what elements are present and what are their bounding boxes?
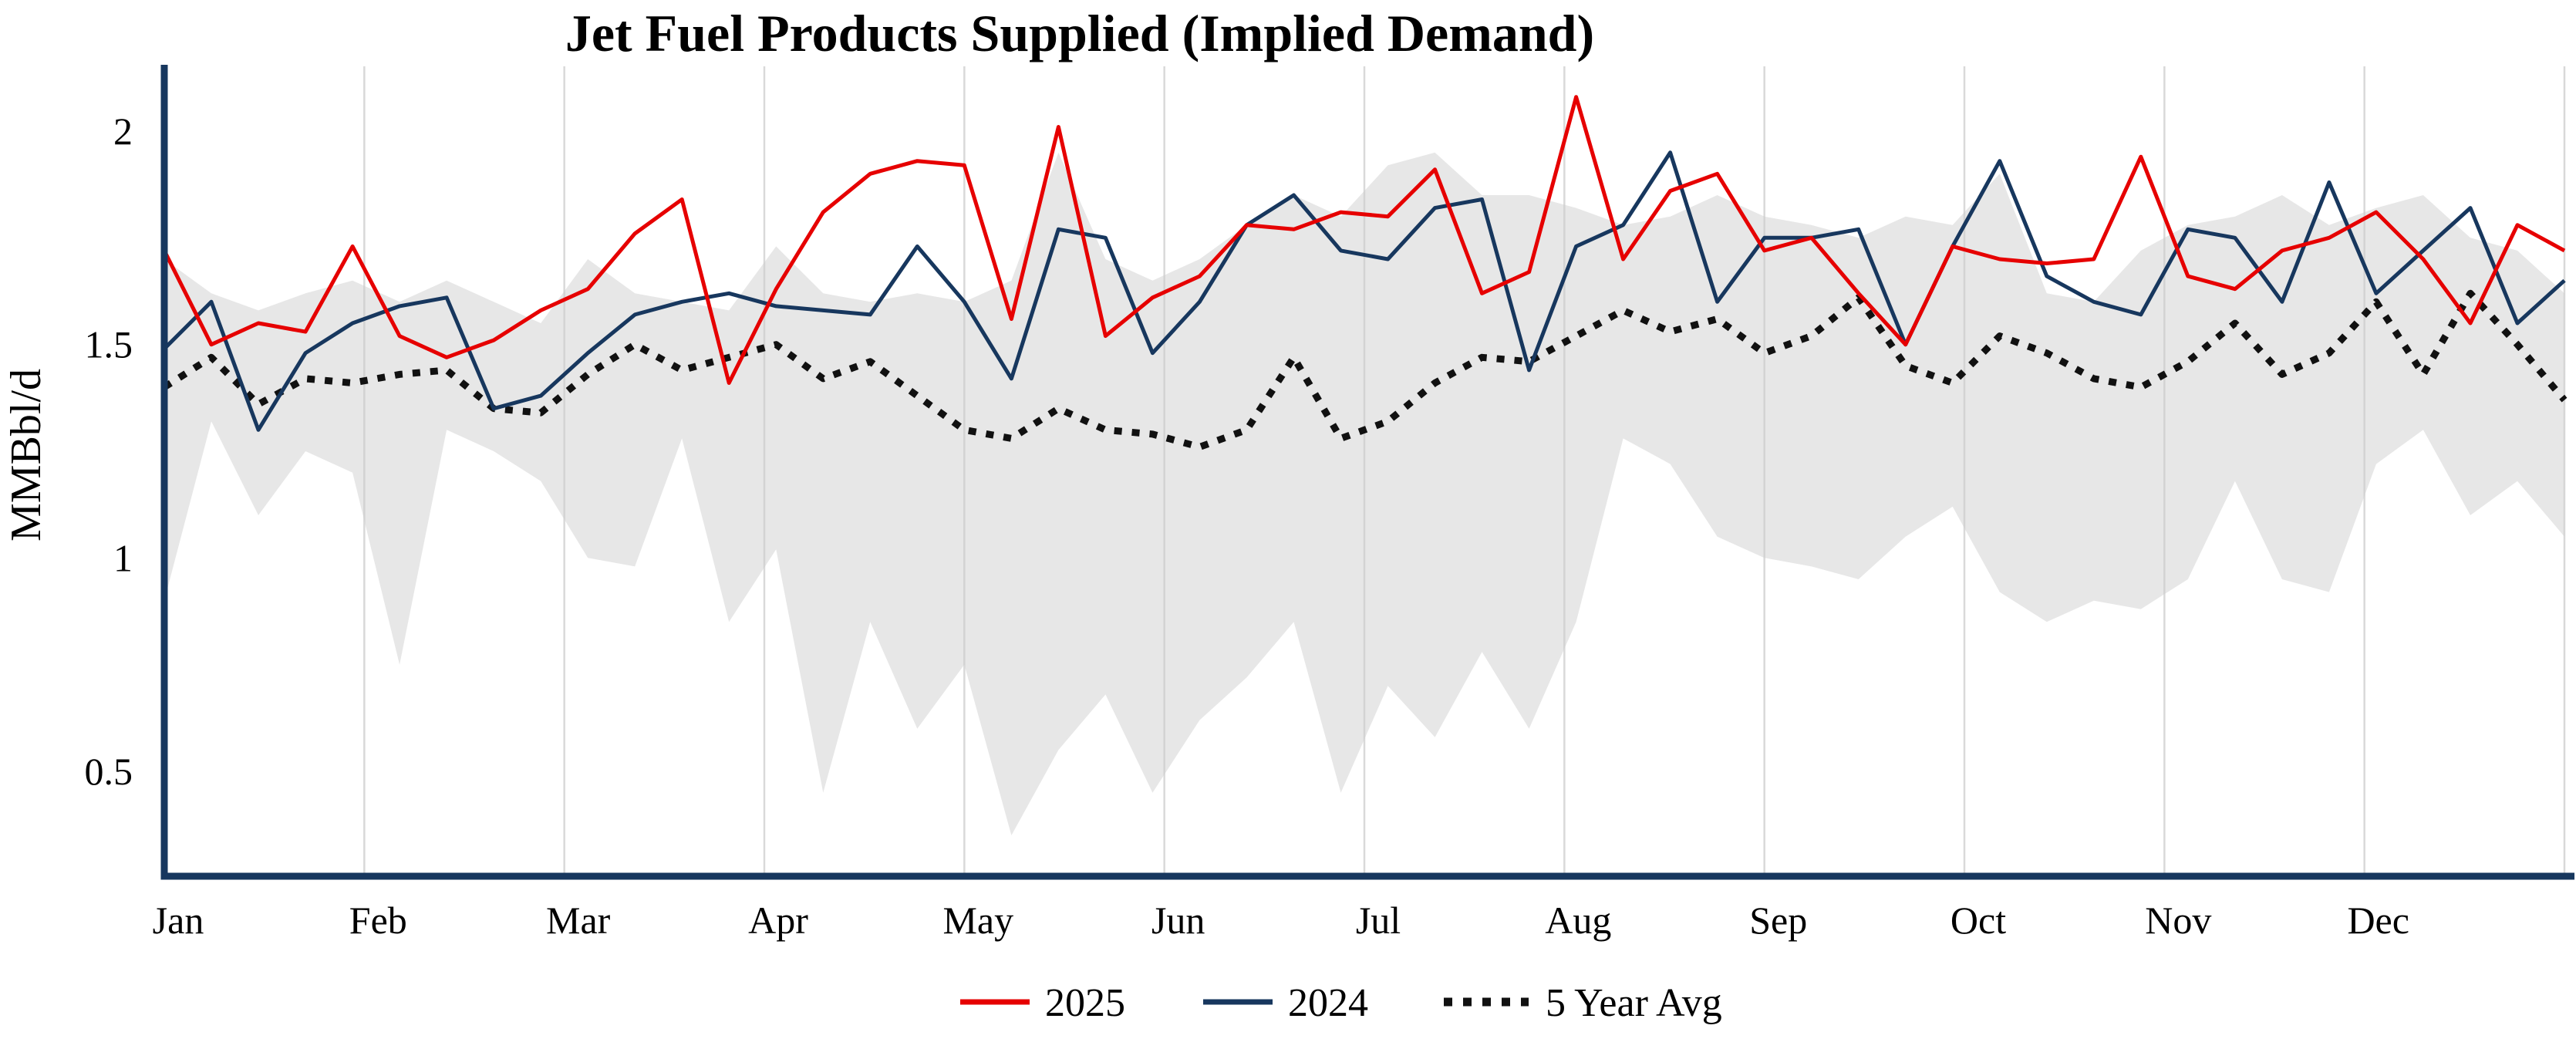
x-tick-apr: Apr — [748, 899, 808, 942]
x-tick-jan: Jan — [153, 899, 204, 942]
legend-label-2024: 2024 — [1288, 981, 1368, 1025]
y-tick-0.5: 0.5 — [85, 750, 133, 793]
legend-item-5-year-avg: 5 Year Avg — [1444, 981, 1722, 1025]
y-tick-1: 1 — [113, 536, 133, 579]
legend-item-2024: 2024 — [1203, 981, 1368, 1025]
legend-label-2025: 2025 — [1045, 981, 1125, 1025]
x-tick-jun: Jun — [1151, 899, 1205, 942]
x-tick-feb: Feb — [349, 899, 407, 942]
series-line-5-year-avg — [162, 289, 2568, 450]
y-axis-title: MMBbl/d — [2, 369, 50, 541]
y-tick-1.5: 1.5 — [85, 323, 133, 366]
series-line-2025 — [162, 95, 2566, 385]
legend: 2025 2024 5 Year Avg — [960, 981, 1722, 1025]
chart-title: Jet Fuel Products Supplied (Implied Dema… — [565, 4, 1594, 62]
x-tick-may: May — [942, 899, 1013, 942]
gridlines — [363, 66, 2566, 873]
series-lines — [162, 95, 2568, 450]
x-tick-oct: Oct — [1951, 899, 2006, 942]
x-tick-mar: Mar — [546, 899, 611, 942]
x-tick-aug: Aug — [1545, 899, 1611, 942]
x-tick-labels: Jan Feb Mar Apr May Jun Jul Aug Sep Oct Nov Dec — [153, 899, 2409, 942]
x-tick-nov: Nov — [2145, 899, 2211, 942]
legend-item-2025: 2025 — [960, 981, 1125, 1025]
legend-label-5-year-avg: 5 Year Avg — [1546, 981, 1722, 1025]
y-tick-2: 2 — [113, 110, 133, 153]
y-tick-labels: 0.5 1 1.5 2 — [85, 110, 133, 793]
series-line-2024 — [163, 150, 2566, 432]
x-tick-sep: Sep — [1749, 899, 1807, 942]
x-tick-jul: Jul — [1356, 899, 1401, 942]
x-tick-dec: Dec — [2347, 899, 2409, 942]
